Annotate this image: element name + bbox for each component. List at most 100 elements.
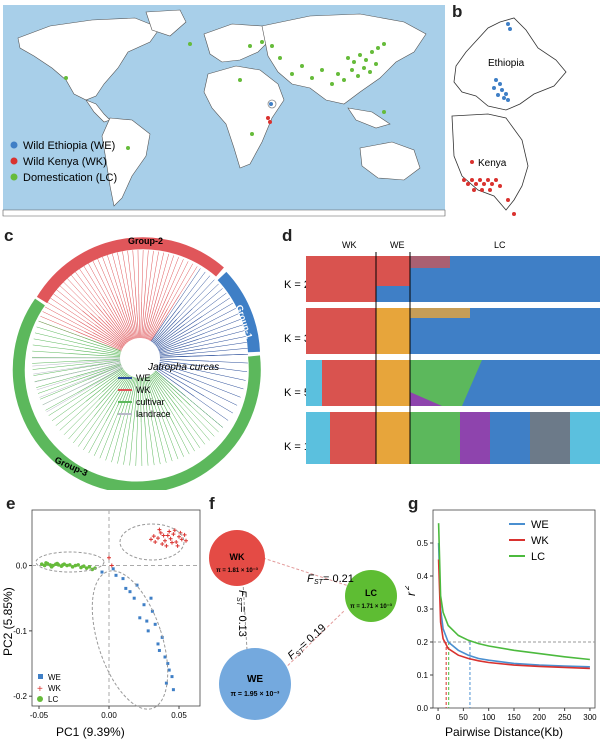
legend-label-landrace: landrace bbox=[136, 409, 171, 419]
tree-leaf bbox=[186, 313, 239, 338]
pca-points bbox=[40, 527, 188, 692]
pca-point-lc bbox=[70, 565, 75, 569]
tree-branch bbox=[151, 302, 183, 343]
tree-branch bbox=[94, 368, 124, 387]
outgroup-label: Jatropha curcas bbox=[147, 362, 219, 373]
tree-leaf bbox=[32, 350, 69, 354]
tree-branch bbox=[68, 353, 121, 358]
tree-leaf bbox=[48, 386, 95, 416]
pca-point-we bbox=[114, 573, 118, 577]
tree-branch bbox=[89, 360, 121, 367]
x-tick-label: -0.05 bbox=[30, 711, 49, 720]
tree-leaf bbox=[194, 396, 229, 421]
pca-point-wk bbox=[167, 529, 172, 534]
pca-point-wk bbox=[161, 533, 166, 538]
pca-point-lc bbox=[55, 561, 59, 566]
panel-e-pca-scatter: -0.05 0.00 0.05 0.0 -0.1 -0.2 PC1 (9.39%) PC2… bbox=[1, 509, 201, 739]
legend-label-we: WE bbox=[136, 373, 151, 383]
map-point bbox=[362, 66, 366, 70]
pca-point-we bbox=[124, 586, 128, 590]
pca-legend-label-lc: LC bbox=[48, 695, 58, 704]
tree-leaf bbox=[174, 398, 210, 441]
ethiopia-outline bbox=[453, 17, 567, 111]
tree-leaf bbox=[158, 257, 179, 309]
tree-leaf bbox=[117, 415, 128, 464]
pca-point-we bbox=[157, 648, 161, 652]
node-pi-lc: π = 1.71 × 10⁻³ bbox=[350, 603, 392, 610]
tree-branch bbox=[76, 360, 121, 368]
tree-branch bbox=[129, 377, 138, 424]
tree-branch bbox=[116, 295, 134, 340]
panel-a-legend: Wild Ethiopia (WE) Wild Kenya (WK) Domes… bbox=[10, 140, 117, 184]
k5-wk-mix bbox=[306, 360, 322, 406]
tree-leaf bbox=[117, 252, 126, 291]
tree-leaf bbox=[179, 266, 198, 295]
pca-point-wk bbox=[160, 541, 165, 546]
k3-bar bbox=[306, 308, 600, 354]
map-point bbox=[342, 78, 346, 82]
map-point bbox=[494, 78, 498, 82]
tree-branch bbox=[158, 336, 187, 351]
tree-branch bbox=[127, 377, 137, 416]
k5-lc-purple bbox=[410, 392, 442, 406]
tree-leaf bbox=[146, 410, 155, 466]
tree-leaf bbox=[56, 289, 83, 311]
tree-leaf bbox=[209, 360, 248, 364]
europe bbox=[203, 23, 271, 63]
pca-legend-marker-wk: + bbox=[37, 684, 43, 695]
y-tick-label: 0.3 bbox=[417, 605, 429, 614]
tree-leaf bbox=[38, 320, 85, 339]
tree-branch bbox=[126, 308, 136, 339]
tree-branch bbox=[76, 367, 123, 394]
tree-branch bbox=[157, 323, 198, 349]
tree-branch bbox=[159, 352, 196, 357]
map-point bbox=[266, 116, 270, 120]
tree-branch bbox=[145, 291, 159, 339]
map-point bbox=[352, 60, 356, 64]
tree-branch bbox=[141, 377, 146, 430]
map-point bbox=[382, 110, 386, 114]
tree-branch bbox=[71, 359, 121, 366]
tree-branch bbox=[121, 301, 135, 340]
pca-point-lc bbox=[61, 563, 65, 567]
tree-branch bbox=[115, 307, 132, 341]
panel-a-world-map: Wild Ethiopia (WE) Wild Kenya (WK) Domes… bbox=[2, 5, 446, 217]
node-name-lc: LC bbox=[365, 588, 377, 598]
node-name-we: WE bbox=[247, 674, 263, 685]
tree-leaf bbox=[135, 414, 139, 466]
tree-leaf bbox=[173, 424, 190, 455]
legend-label-wk: WK bbox=[136, 385, 151, 395]
tree-branch bbox=[151, 373, 184, 416]
k3-label: K = 3 bbox=[284, 333, 310, 345]
map-point bbox=[248, 44, 252, 48]
wk-points bbox=[462, 160, 516, 216]
pca-point-we bbox=[111, 567, 115, 571]
pca-point-we bbox=[128, 590, 132, 594]
map-point bbox=[504, 92, 508, 96]
tree-branch bbox=[116, 376, 133, 416]
tree-leaf bbox=[158, 255, 174, 300]
tree-leaf bbox=[59, 391, 103, 431]
tree-branch bbox=[154, 371, 191, 406]
tree-leaf bbox=[97, 258, 111, 290]
tree-branch bbox=[155, 316, 190, 346]
map-point bbox=[310, 76, 314, 80]
map-point bbox=[300, 64, 304, 68]
pca-point-we bbox=[138, 616, 142, 620]
panel-c-legend: WE WK cultivar landrace bbox=[118, 373, 171, 419]
lc-ellipse bbox=[35, 551, 105, 573]
tree-branch bbox=[157, 366, 191, 383]
map-point bbox=[250, 132, 254, 136]
pca-point-we bbox=[163, 655, 167, 659]
map-point bbox=[188, 42, 192, 46]
tree-leaf bbox=[178, 390, 223, 428]
edge-wk-lc bbox=[262, 557, 356, 589]
group-3-arc bbox=[12, 298, 261, 490]
tree-leaf bbox=[148, 250, 154, 292]
map-point bbox=[382, 42, 386, 46]
tree-branch bbox=[92, 332, 123, 349]
tree-leaf bbox=[208, 378, 244, 390]
map-point bbox=[496, 93, 500, 97]
pca-legend-marker-lc bbox=[37, 696, 43, 702]
ld-xlabel: Pairwise Distance(Kb) bbox=[445, 725, 563, 739]
